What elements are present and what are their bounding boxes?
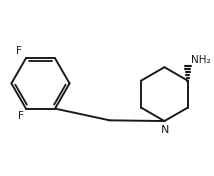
Text: F: F <box>16 46 22 56</box>
Text: NH₂: NH₂ <box>191 55 210 65</box>
Text: F: F <box>18 111 24 121</box>
Text: N: N <box>161 125 169 135</box>
